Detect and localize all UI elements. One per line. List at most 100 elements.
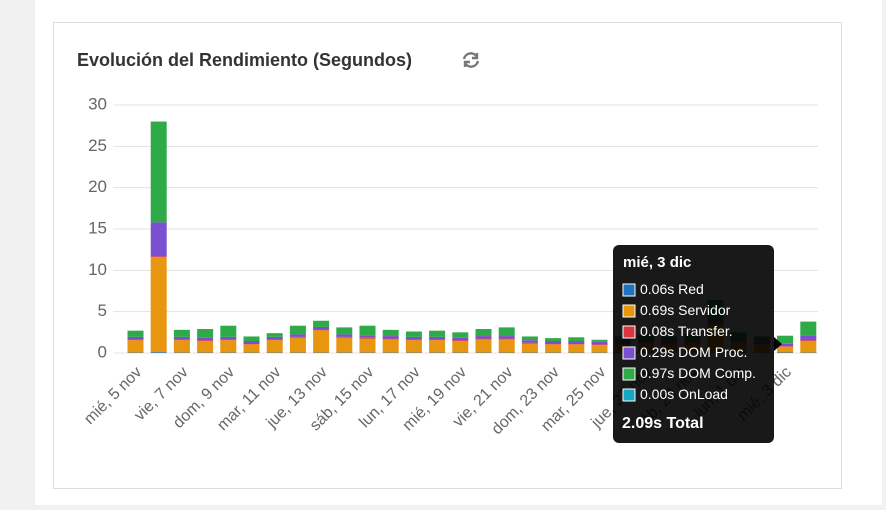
bar-segment [197,341,213,353]
bar-segment [592,344,608,345]
tooltip-item: 0.08s Transfer. [640,323,733,339]
tooltip-value: 0.97s [640,365,674,381]
bar-segment [220,339,236,340]
bar-segment [174,339,190,340]
bar-segment [267,337,283,339]
y-tick-label: 25 [88,136,107,155]
bar-segment [568,344,584,352]
bar-segment [290,334,306,336]
bar-segment [313,329,329,330]
bar-segment [151,256,167,257]
bar-segment [174,340,190,352]
bar-segment [197,340,213,341]
bar-segment [128,339,144,340]
bar-segment [800,322,816,336]
bar-segment [336,337,352,338]
bar-segment [220,326,236,337]
bar-segment [220,340,236,352]
bar-segment [267,339,283,340]
bar-segment [128,337,144,339]
tooltip-swatch [623,326,635,338]
bar-segment [592,340,608,342]
tooltip-swatch [623,368,635,380]
bar-segment [336,338,352,353]
bar-segment [406,340,422,352]
bar-segment [545,341,561,343]
tooltip-swatch [623,305,635,317]
bar-segment [545,343,561,344]
bar-segment [244,343,260,344]
bar-segment [267,333,283,337]
tooltip-swatch [623,347,635,359]
bar-segment [592,345,608,352]
y-tick-label: 30 [88,94,107,113]
tooltip-item: 0.29s DOM Proc. [640,344,747,360]
bar-segment [476,339,492,340]
tooltip-swatch [623,284,635,296]
bar-segment [429,340,445,352]
bar-segment [244,341,260,343]
bar-segment [499,339,515,352]
bar-segment [174,337,190,339]
chart-title: Evolución del Rendimiento (Segundos) [77,50,412,70]
bar-segment [406,339,422,340]
bar-segment [568,337,584,341]
bar-segment [383,330,399,336]
bar-segment [522,343,538,352]
bar-segment [476,336,492,338]
bar-segment [522,343,538,344]
bar-segment [429,331,445,337]
bar-segment [545,344,561,352]
bar-segment [151,352,167,353]
bar-segment [360,338,376,339]
bar-segment [383,339,399,340]
bar-segment [429,337,445,339]
tooltip-value: 0.06s [640,281,674,297]
bar-segment [522,340,538,342]
y-tick-label: 20 [88,177,107,196]
bar-segment [800,341,816,353]
bar-segment [499,327,515,336]
bar-segment [406,337,422,339]
tooltip-value: 0.08s [640,323,674,339]
tooltip-series: Red [678,281,704,297]
bar-segment [360,335,376,337]
bar-segment [313,330,329,352]
tooltip-item: 0.97s DOM Comp. [640,365,756,381]
bar-segment [800,335,816,340]
bar-segment [383,336,399,338]
bar-segment [568,341,584,343]
bar-segment [360,326,376,336]
tooltip-series: Servidor [678,302,730,318]
bar-segment [290,337,306,338]
bar-segment [336,327,352,334]
bar-segment [290,326,306,335]
y-tick-label: 5 [98,301,107,320]
tooltip-title: mié, 3 dic [623,254,691,271]
bar-segment [499,339,515,340]
bar-segment [151,257,167,352]
bar-segment [244,344,260,352]
bar-segment [592,342,608,344]
bar-segment [476,329,492,336]
bar-segment [128,340,144,352]
bar-segment [429,339,445,340]
bar-segment [151,222,167,256]
bar-segment [197,329,213,338]
y-tick-label: 10 [88,260,107,279]
bar-segment [406,332,422,337]
bar-segment [197,338,213,340]
y-tick-label: 0 [98,342,107,361]
bar-segment [220,337,236,339]
bar-segment [174,330,190,337]
bar-segment [476,339,492,352]
tooltip-series: Transfer. [678,323,733,339]
bar-segment [267,340,283,352]
bar-segment [313,321,329,327]
bar-segment [568,343,584,344]
tooltip-value: 0.69s [640,302,674,318]
bar-segment [383,339,399,352]
bar-segment [452,341,468,353]
